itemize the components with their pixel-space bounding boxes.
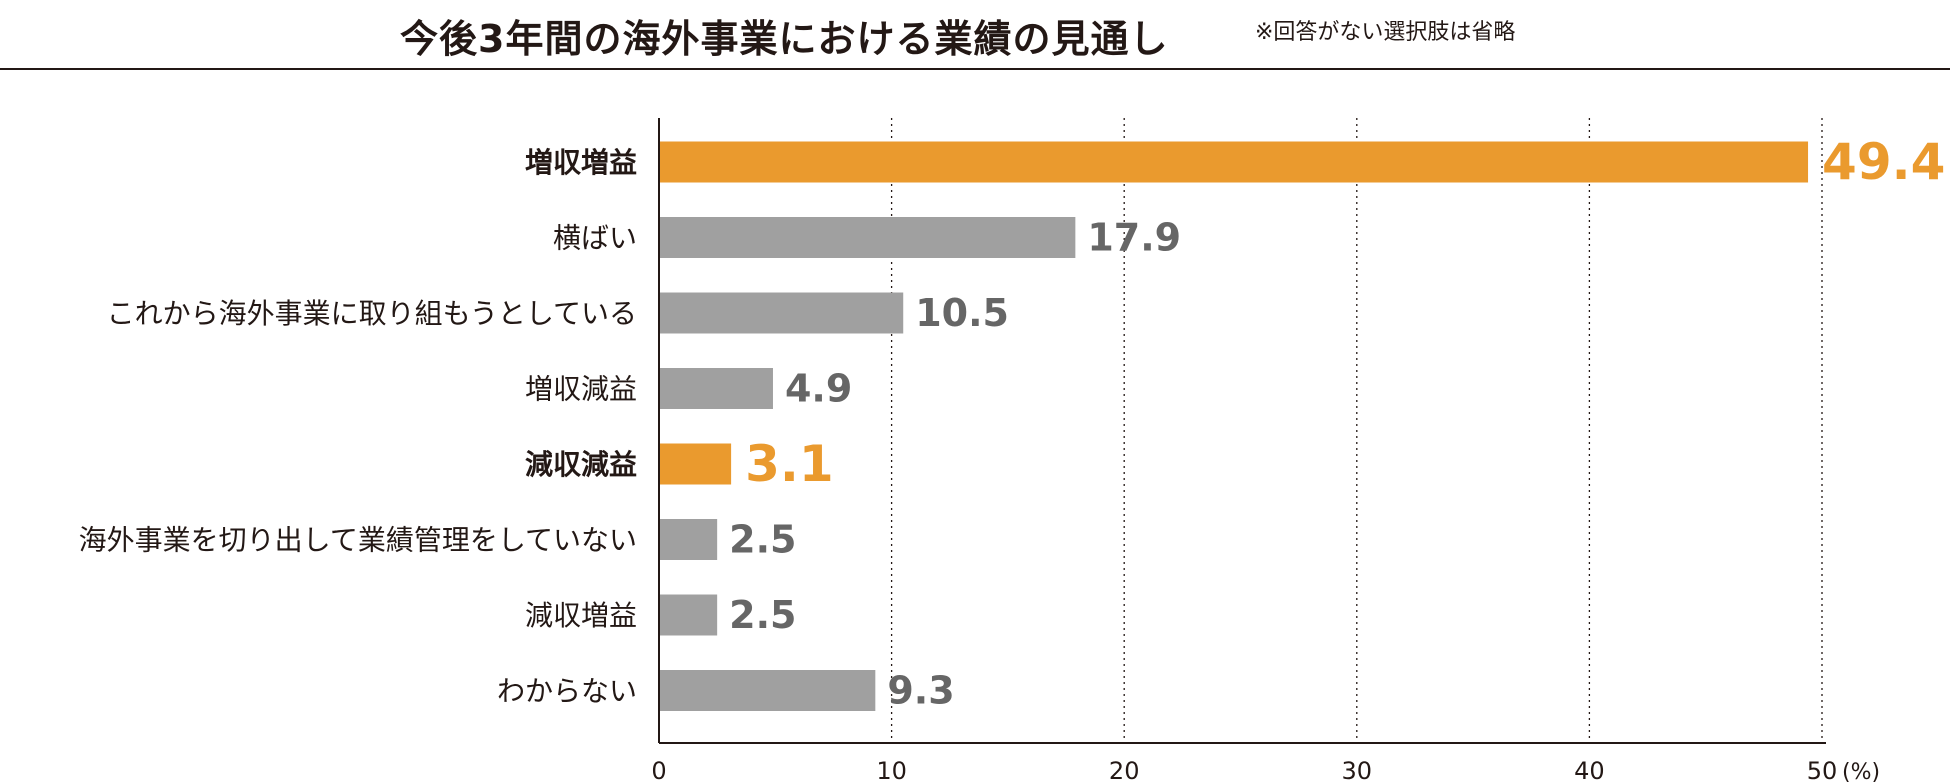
category-label: 海外事業を切り出して業績管理をしていない (79, 524, 637, 557)
value-label: 2.5 (729, 593, 796, 637)
category-label: 減収減益 (525, 448, 637, 481)
x-tick-label: 40 (1574, 757, 1605, 784)
value-label: 10.5 (915, 291, 1009, 335)
bar (660, 141, 1809, 183)
bar (660, 519, 718, 560)
category-label: 横ばい (553, 222, 637, 255)
chart-note: ※回答がない選択肢は省略 (1255, 20, 1516, 45)
value-label: 4.9 (785, 367, 852, 411)
value-label: 2.5 (729, 518, 796, 562)
x-tick-label: 20 (1109, 757, 1140, 784)
value-label: 3.1 (745, 435, 834, 493)
bar (660, 292, 904, 334)
category-label: わからない (497, 675, 637, 708)
bar (660, 217, 1076, 258)
bar (660, 368, 773, 409)
value-label: 17.9 (1087, 216, 1181, 260)
category-label: これから海外事業に取り組もうとしている (107, 297, 637, 330)
category-label: 増収増益 (525, 146, 637, 179)
header-rule (0, 68, 1950, 70)
x-tick-label: 10 (876, 757, 907, 784)
value-label: 9.3 (887, 669, 954, 713)
x-tick-label: 0 (651, 757, 666, 784)
x-tick-label: 50 (1807, 757, 1838, 784)
category-label: 減収増益 (525, 599, 637, 632)
value-label: 49.4 (1822, 133, 1945, 191)
bar (660, 594, 718, 636)
bar (660, 443, 732, 485)
x-tick-label: 30 (1342, 757, 1373, 784)
bar (660, 670, 876, 711)
category-label: 増収減益 (525, 373, 637, 406)
x-unit-label: (%) (1842, 760, 1880, 784)
chart-title: 今後3年間の海外事業における業績の見通し (400, 17, 1169, 61)
chart-header: 今後3年間の海外事業における業績の見通し ※回答がない選択肢は省略 (0, 0, 1950, 72)
